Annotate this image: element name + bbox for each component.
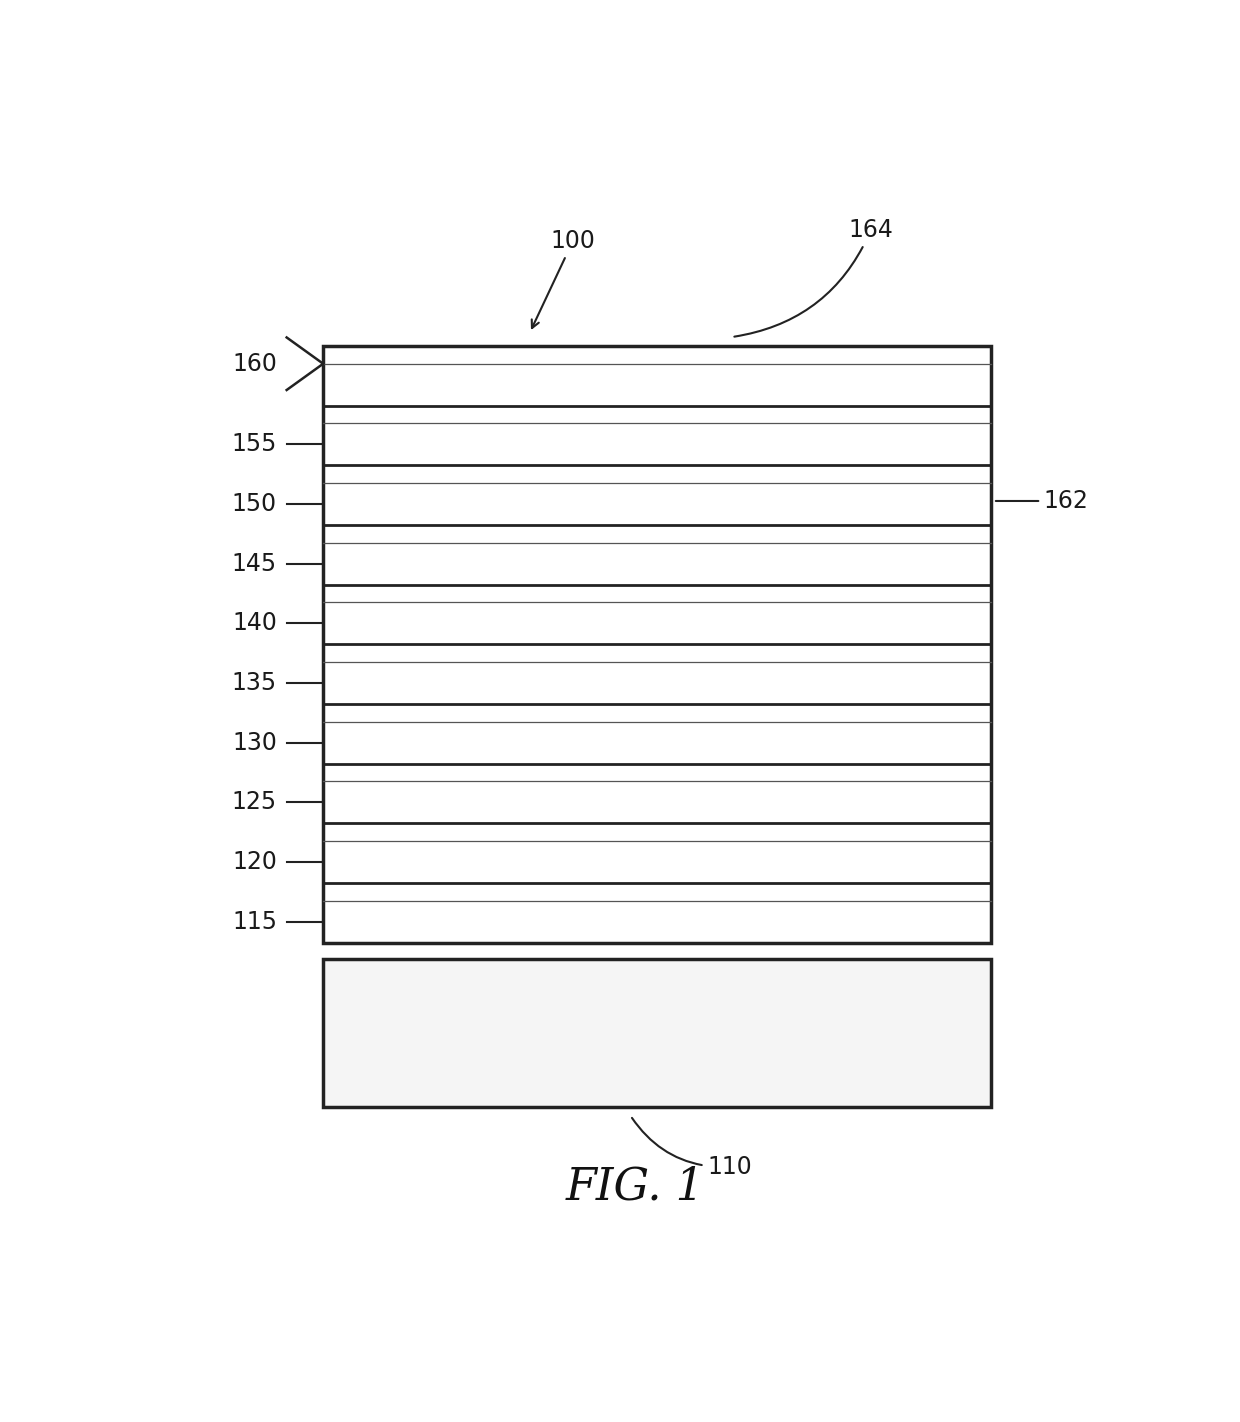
Bar xyxy=(324,958,991,1106)
Text: 162: 162 xyxy=(996,489,1089,513)
Text: 120: 120 xyxy=(232,850,277,875)
Text: 110: 110 xyxy=(632,1118,751,1179)
Bar xyxy=(324,346,991,943)
Text: 150: 150 xyxy=(232,492,277,516)
Text: FIG. 1: FIG. 1 xyxy=(565,1165,706,1209)
Text: 160: 160 xyxy=(232,351,277,375)
Text: 130: 130 xyxy=(232,731,277,755)
Text: 164: 164 xyxy=(734,218,893,337)
Text: 125: 125 xyxy=(232,791,277,815)
Text: 135: 135 xyxy=(232,671,277,695)
Text: 115: 115 xyxy=(232,910,277,934)
Text: 145: 145 xyxy=(232,552,277,576)
Text: 140: 140 xyxy=(232,611,277,636)
Text: 155: 155 xyxy=(232,432,277,456)
Text: 100: 100 xyxy=(532,229,595,328)
